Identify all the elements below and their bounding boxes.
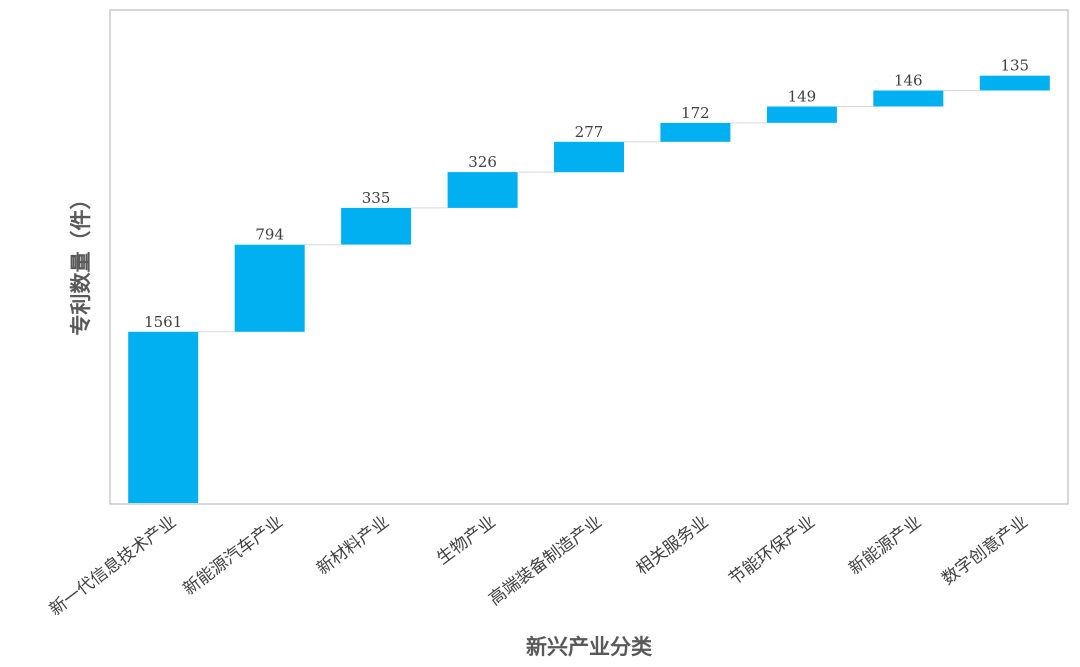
value-label-5: 277: [575, 123, 604, 141]
category-label-8: 新能源产业: [845, 512, 925, 579]
bar-8: [873, 90, 944, 107]
value-label-4: 326: [468, 153, 497, 171]
value-label-9: 135: [1000, 57, 1029, 75]
bar-2: [234, 244, 305, 332]
bar-5: [554, 141, 624, 173]
category-label-5: 高端装备制造产业: [485, 512, 606, 610]
connectors: [198, 90, 980, 333]
value-label-8: 146: [894, 72, 923, 90]
category-label-1: 新一代信息技术产业: [46, 512, 180, 620]
category-label-3: 新材料产业: [313, 512, 393, 579]
category-label-4: 生物产业: [433, 512, 499, 569]
bar-3: [341, 207, 412, 245]
bar-7: [766, 106, 837, 123]
bar-6: [660, 122, 731, 142]
value-label-6: 172: [681, 104, 710, 122]
bars: [128, 75, 1050, 503]
value-label-2: 794: [255, 226, 284, 244]
category-label-9: 数字创意产业: [938, 512, 1031, 589]
value-label-1: 1561: [144, 313, 182, 331]
value-label-7: 149: [788, 88, 817, 106]
bar-4: [447, 172, 518, 208]
value-labels: 1561 794 335 326 277 172 149 146 135: [144, 57, 1029, 331]
category-label-7: 节能环保产业: [725, 512, 818, 589]
category-label-2: 新能源汽车产业: [180, 512, 287, 600]
bar-9: [979, 75, 1050, 91]
value-label-3: 335: [362, 189, 391, 207]
x-axis-title: 新兴产业分类: [526, 635, 653, 659]
category-label-6: 相关服务业: [632, 512, 712, 579]
y-axis-title: 专利数量（件）: [69, 189, 93, 336]
bar-1: [128, 331, 199, 503]
